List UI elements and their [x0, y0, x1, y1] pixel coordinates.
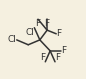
Text: Cl: Cl [25, 28, 34, 37]
Text: F: F [56, 29, 61, 38]
Text: F: F [35, 19, 41, 28]
Text: F: F [40, 53, 45, 62]
Text: F: F [55, 53, 60, 62]
Text: Cl: Cl [8, 35, 17, 44]
Text: F: F [61, 46, 66, 55]
Text: F: F [45, 19, 50, 28]
